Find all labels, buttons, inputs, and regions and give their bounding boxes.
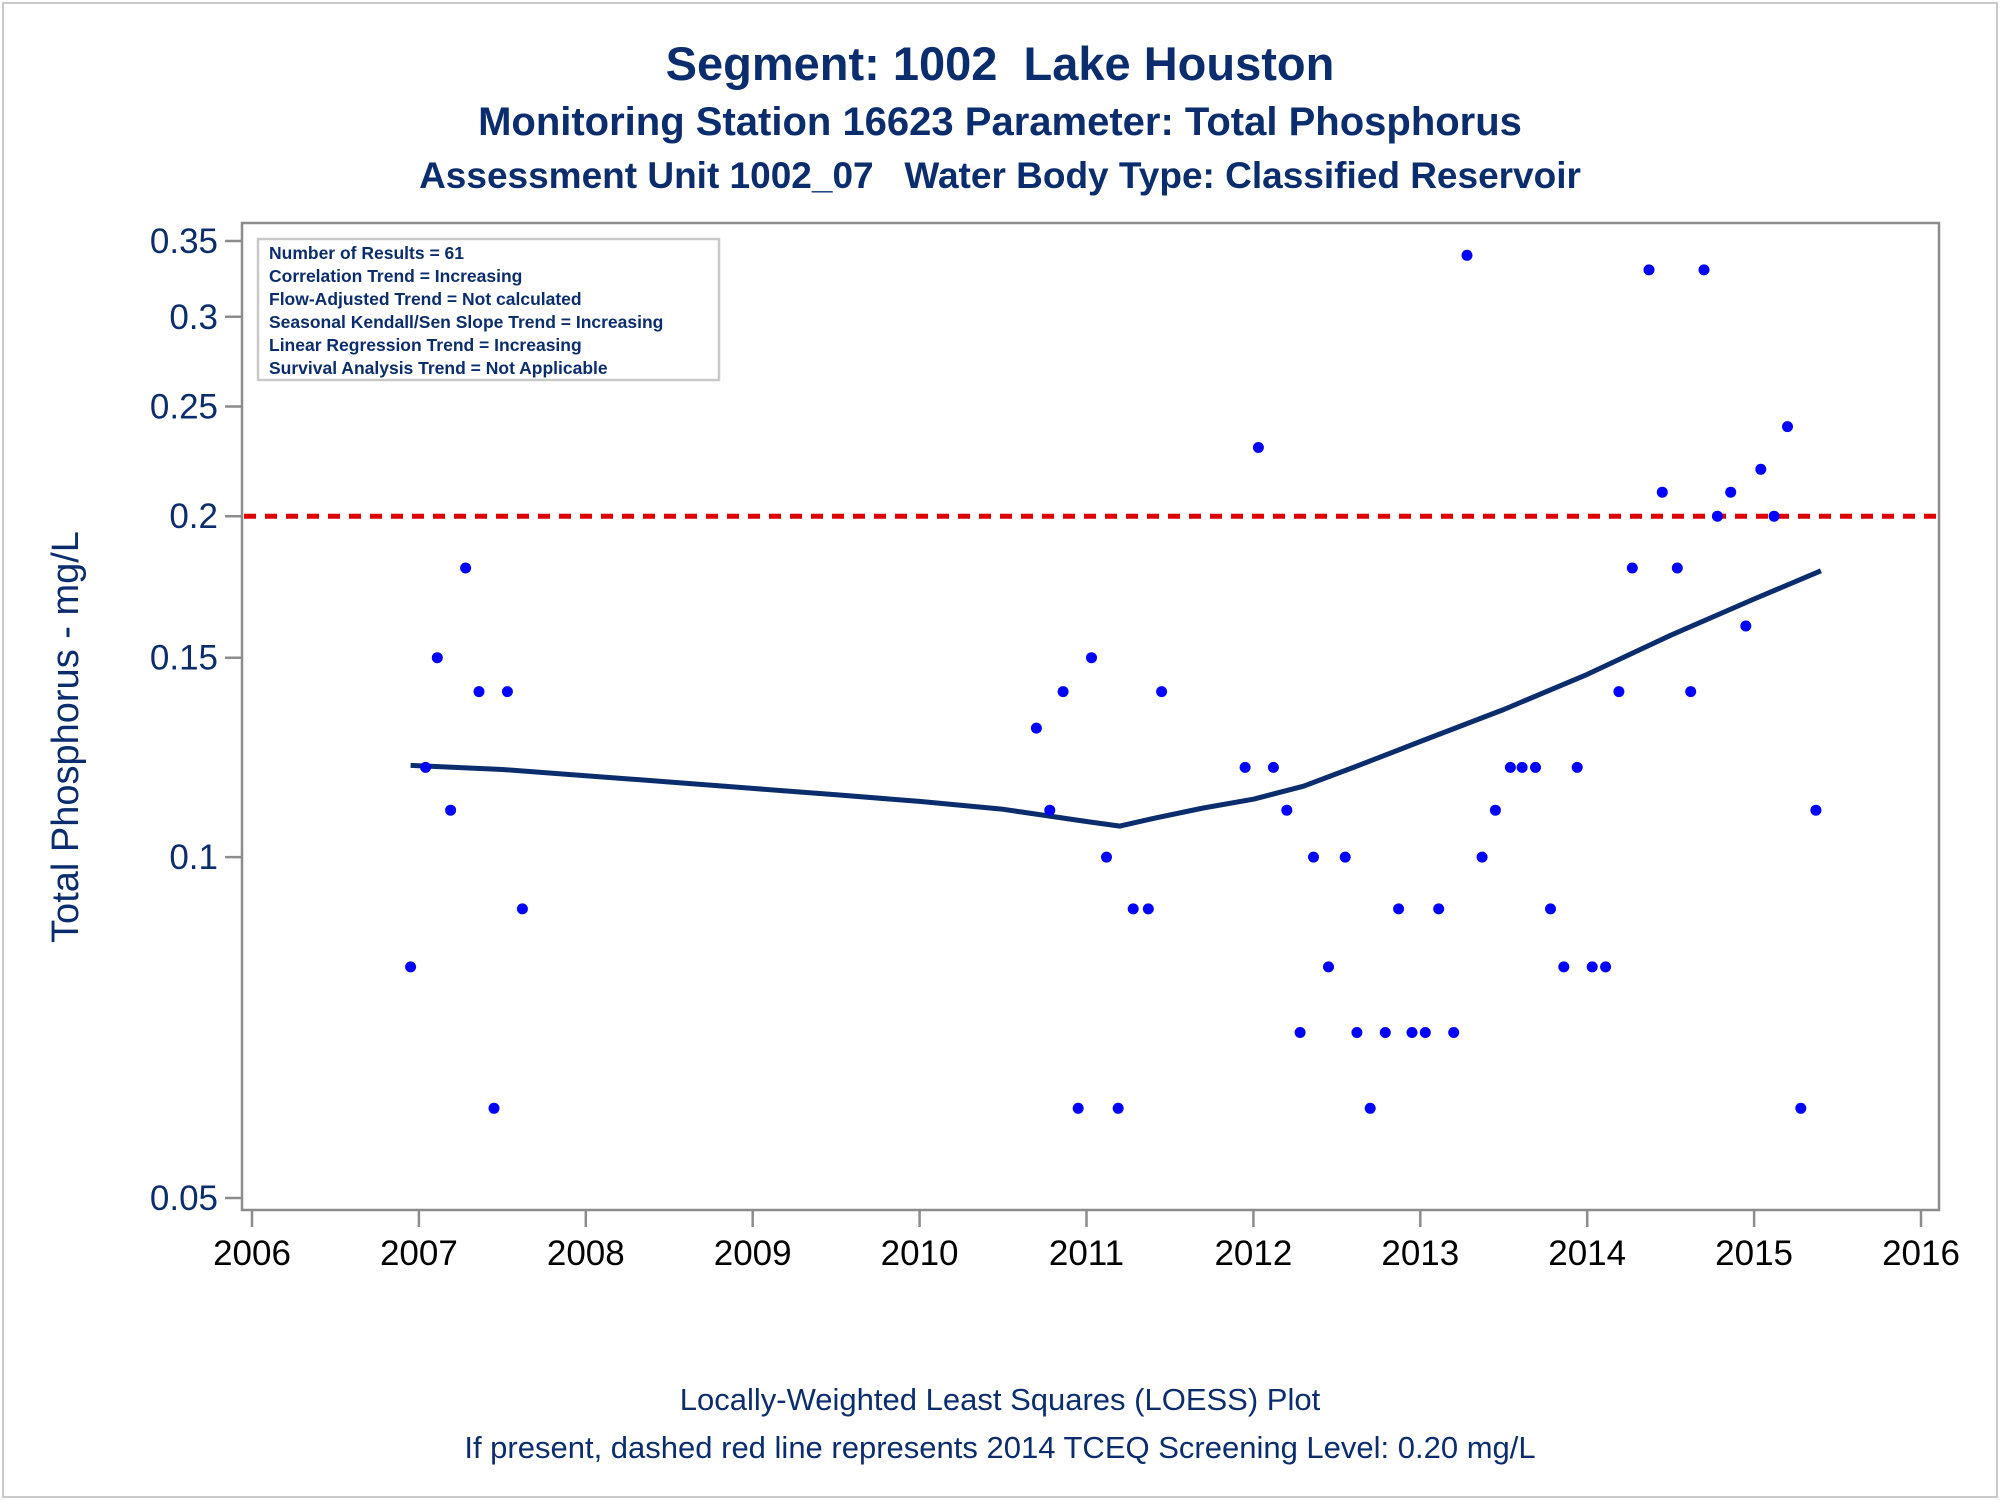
data-point (1516, 761, 1528, 773)
data-point (431, 652, 443, 664)
data-point (1671, 562, 1683, 574)
x-tick-label: 2010 (881, 1234, 959, 1273)
data-point (1267, 761, 1279, 773)
plot-area: 0.05 0.1 0.15 0.2 0.25 0.3 0.35 2006 2007 2008 200… (150, 221, 1960, 1273)
data-point (1142, 903, 1154, 915)
data-point (1393, 903, 1405, 915)
x-tick-label: 2012 (1214, 1234, 1292, 1273)
data-point (1294, 1027, 1306, 1038)
data-point (1600, 961, 1612, 973)
data-point (1489, 804, 1501, 816)
loess-curve (410, 568, 1822, 829)
data-point (1448, 1027, 1460, 1038)
x-tick-label: 2009 (714, 1234, 792, 1273)
footer-method-note: Locally-Weighted Least Squares (LOESS) P… (679, 1382, 1321, 1417)
data-point (1476, 851, 1488, 863)
data-point (1030, 722, 1042, 734)
data-point (1586, 961, 1598, 973)
y-tick-label: 0.3 (169, 298, 218, 337)
data-point (1127, 903, 1139, 915)
plot-frame (240, 221, 1941, 1212)
stats-box-line: Survival Analysis Trend = Not Applicable (269, 358, 608, 378)
data-point (1656, 486, 1668, 498)
data-point (1072, 1102, 1084, 1114)
data-point (460, 562, 472, 574)
data-point (516, 903, 528, 915)
chart-subtitle: Monitoring Station 16623 Parameter: Tota… (478, 100, 1522, 144)
data-point (1810, 804, 1822, 816)
data-point (1504, 761, 1516, 773)
y-tick-label: 0.25 (150, 387, 218, 426)
data-point (1795, 1102, 1807, 1114)
data-point (1711, 510, 1723, 522)
data-point (1339, 851, 1351, 863)
data-point (1755, 463, 1767, 475)
data-point (1613, 686, 1625, 698)
data-point (445, 804, 457, 816)
x-tick-label: 2016 (1882, 1234, 1960, 1273)
data-point (420, 761, 432, 773)
data-point (501, 686, 513, 698)
data-point (1725, 486, 1737, 498)
y-tick-label: 0.35 (150, 222, 218, 261)
data-point (1571, 761, 1583, 773)
data-point (1239, 761, 1251, 773)
x-tick-label: 2011 (1049, 1234, 1124, 1273)
x-tick-label: 2007 (380, 1234, 458, 1273)
data-point (1433, 903, 1445, 915)
x-tick-label: 2008 (547, 1234, 625, 1273)
footer-screening-note: If present, dashed red line represents 2… (464, 1430, 1536, 1465)
data-point (1364, 1102, 1376, 1114)
stats-box-line: Seasonal Kendall/Sen Slope Trend = Incre… (269, 312, 663, 332)
data-point (1419, 1027, 1431, 1038)
data-point (1323, 961, 1334, 973)
stats-box-line: Correlation Trend = Increasing (269, 266, 522, 286)
data-point (1044, 804, 1056, 816)
x-tick-label: 2015 (1715, 1234, 1793, 1273)
data-point (1643, 264, 1655, 276)
data-point (1252, 442, 1264, 453)
data-point (1308, 851, 1319, 863)
data-point (1379, 1027, 1391, 1038)
data-point (1558, 961, 1570, 973)
data-point (1626, 562, 1638, 574)
data-point (1406, 1027, 1418, 1038)
data-point (1351, 1027, 1363, 1038)
data-point (488, 1102, 500, 1114)
x-tick-label: 2013 (1381, 1234, 1459, 1273)
y-axis-label: Total Phosphorus - mg/L (45, 531, 87, 943)
chart-title: Segment: 1002 Lake Houston (665, 37, 1335, 90)
data-point (405, 961, 417, 973)
stats-box-line: Number of Results = 61 (269, 243, 464, 263)
data-point (1545, 903, 1556, 915)
data-point (1740, 620, 1752, 632)
data-point (1086, 652, 1097, 664)
y-tick-label: 0.15 (150, 639, 218, 678)
x-tick-label: 2014 (1548, 1234, 1626, 1273)
y-tick-label: 0.1 (169, 838, 218, 877)
stats-box (256, 237, 721, 382)
stats-box-line: Flow-Adjusted Trend = Not calculated (269, 289, 582, 309)
y-tick-label: 0.05 (150, 1179, 218, 1218)
data-point (1281, 804, 1293, 816)
data-point (1156, 686, 1168, 698)
data-point (1112, 1102, 1124, 1114)
stats-box-line: Linear Regression Trend = Increasing (269, 335, 582, 355)
data-point (1782, 421, 1793, 433)
data-point (1685, 686, 1697, 698)
data-point (1530, 761, 1541, 773)
x-tick-label: 2006 (213, 1234, 291, 1273)
data-point (1461, 249, 1473, 261)
y-tick-label: 0.2 (169, 497, 218, 536)
data-point (473, 686, 485, 698)
chart-subtitle-2: Assessment Unit 1002_07 Water Body Type:… (419, 155, 1581, 196)
data-point (1698, 264, 1710, 276)
data-point (1101, 851, 1112, 863)
data-point (1057, 686, 1069, 698)
data-point (1768, 510, 1780, 522)
